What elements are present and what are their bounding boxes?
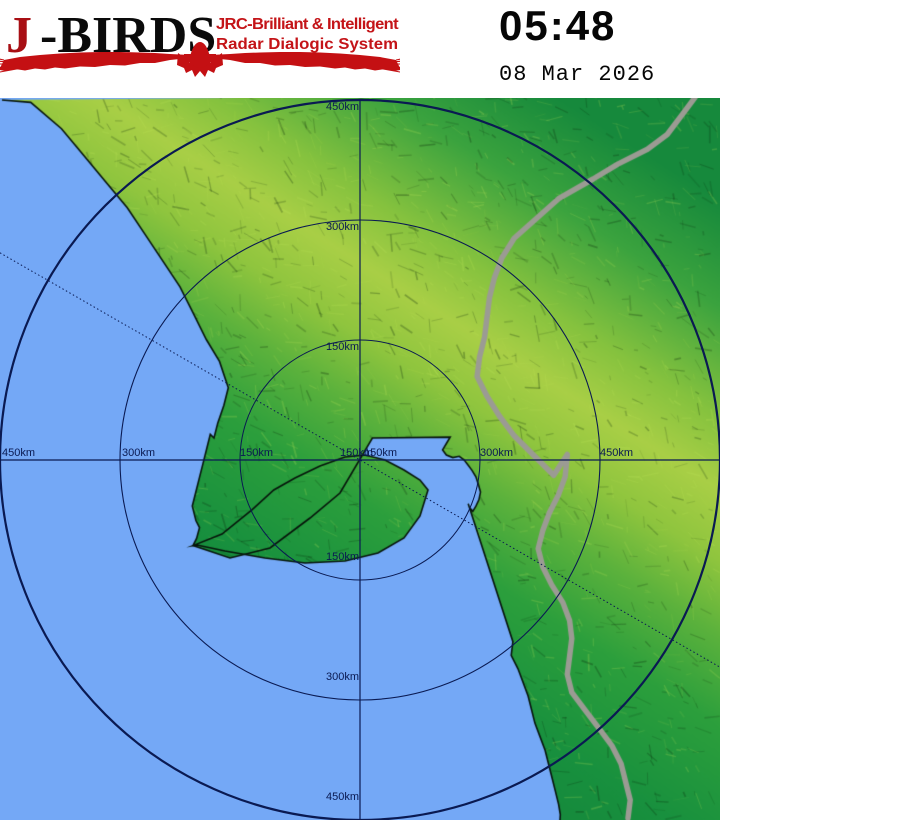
svg-text:450km: 450km — [2, 447, 35, 459]
svg-text:300km: 300km — [122, 447, 155, 459]
svg-text:150km: 150km — [326, 341, 359, 353]
svg-text:450km: 450km — [600, 447, 633, 459]
svg-text:JRC-Brilliant & Intelligent: JRC-Brilliant & Intelligent — [216, 16, 398, 33]
svg-text:J: J — [6, 7, 32, 64]
svg-text:Radar Dialogic System: Radar Dialogic System — [216, 36, 398, 53]
svg-text:300km: 300km — [480, 447, 513, 459]
svg-text:450km: 450km — [326, 101, 359, 113]
svg-text:150km: 150km — [240, 447, 273, 459]
svg-text:450km: 450km — [326, 791, 359, 803]
svg-text:300km: 300km — [326, 221, 359, 233]
svg-text:300km: 300km — [326, 671, 359, 683]
svg-text:150km: 150km — [364, 447, 397, 459]
svg-text:150km: 150km — [326, 551, 359, 563]
